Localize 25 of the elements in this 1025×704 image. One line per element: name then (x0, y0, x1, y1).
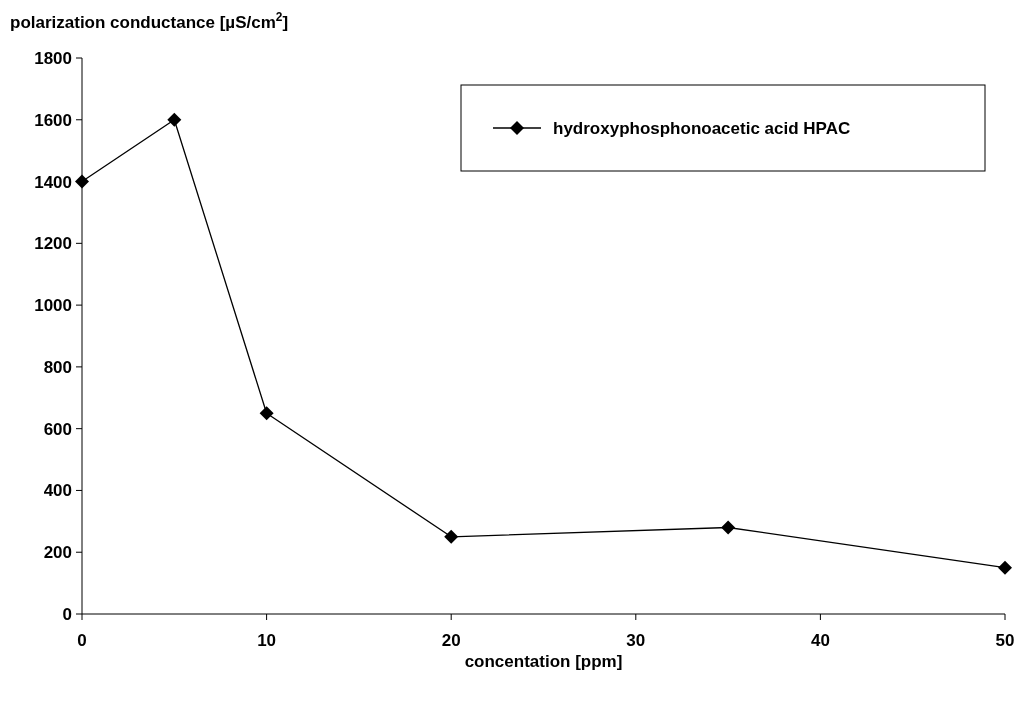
point (998, 560, 1012, 575)
point (167, 112, 182, 127)
y-tick-label: 1400 (34, 172, 72, 192)
point (259, 406, 274, 421)
x-tick-label: 0 (77, 631, 87, 650)
y-tick-label: 800 (43, 357, 72, 377)
x-tick-label: 30 (626, 631, 646, 650)
x-tick-label: 20 (441, 631, 461, 650)
y-tick-label: 400 (43, 481, 72, 501)
x-tick-label: 50 (995, 631, 1015, 650)
point (721, 520, 736, 535)
legend-label: hydroxyphosphonoacetic acid HPAC (553, 118, 851, 138)
y-tick-label: 1800 (34, 48, 72, 68)
y-tick-label: 1000 (34, 296, 72, 316)
point (444, 529, 459, 544)
x-tick-label: 10 (257, 631, 277, 650)
x-tick-label: 40 (810, 631, 830, 650)
y-tick-label: 200 (43, 543, 72, 563)
y-tick-label: 0 (62, 604, 72, 624)
point (75, 174, 89, 189)
chart-title: polarization conductance [µS/cm$^{2}$] (10, 10, 289, 32)
x-axis-title: concentation [ppm] (464, 652, 623, 671)
y-tick-label: 1600 (34, 110, 72, 130)
y-tick-label: 1200 (34, 234, 72, 254)
y-tick-label: 600 (43, 419, 72, 439)
